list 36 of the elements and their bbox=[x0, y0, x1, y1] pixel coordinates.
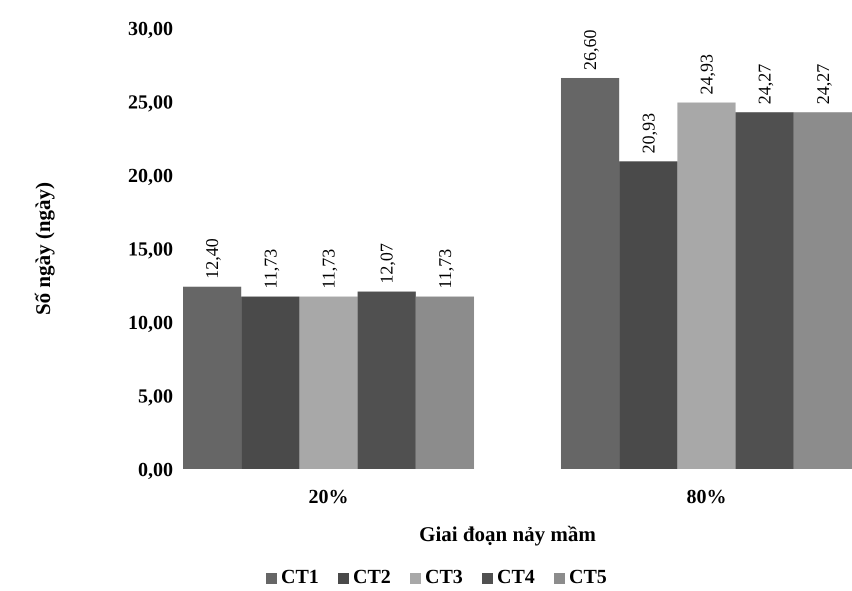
y-tick-label: 25,00 bbox=[128, 92, 173, 114]
data-label: 24,27 bbox=[812, 64, 833, 104]
y-tick-label: 30,00 bbox=[128, 18, 173, 40]
x-axis-title: Giai đoạn nảy mầm bbox=[419, 522, 596, 546]
y-tick-label: 5,00 bbox=[138, 386, 173, 408]
legend-label: CT3 bbox=[425, 566, 463, 588]
y-tick-label: 10,00 bbox=[128, 312, 173, 334]
bar bbox=[794, 112, 852, 469]
data-label: 12,07 bbox=[376, 243, 397, 284]
data-label: 26,60 bbox=[580, 29, 600, 70]
legend-label: CT2 bbox=[353, 566, 391, 588]
legend-label: CT5 bbox=[569, 566, 607, 588]
bar bbox=[560, 78, 620, 469]
bar bbox=[677, 102, 736, 469]
bar bbox=[416, 296, 474, 469]
y-axis-title: Số ngày (ngày) bbox=[31, 182, 55, 316]
bar bbox=[736, 112, 794, 469]
data-label: 20,93 bbox=[638, 112, 658, 154]
data-label: 12,40 bbox=[202, 238, 222, 279]
y-tick-label: 15,00 bbox=[128, 238, 173, 260]
legend-label: CT4 bbox=[497, 566, 535, 588]
y-tick-label: 20,00 bbox=[128, 165, 173, 187]
x-tick-label: 20% bbox=[308, 486, 349, 508]
bar bbox=[299, 296, 358, 469]
data-label: 11,73 bbox=[434, 248, 455, 289]
x-tick-label: 80% bbox=[686, 486, 726, 508]
y-tick-label: 0,00 bbox=[138, 459, 173, 481]
bar bbox=[619, 161, 678, 469]
data-label: 24,27 bbox=[754, 64, 775, 104]
bar bbox=[241, 296, 300, 469]
legend-label: CT1 bbox=[281, 566, 319, 588]
bar bbox=[183, 286, 242, 469]
data-label: 24,93 bbox=[696, 54, 716, 95]
data-label: 11,73 bbox=[260, 248, 280, 289]
data-label: 11,73 bbox=[318, 248, 339, 289]
bar bbox=[358, 292, 416, 469]
